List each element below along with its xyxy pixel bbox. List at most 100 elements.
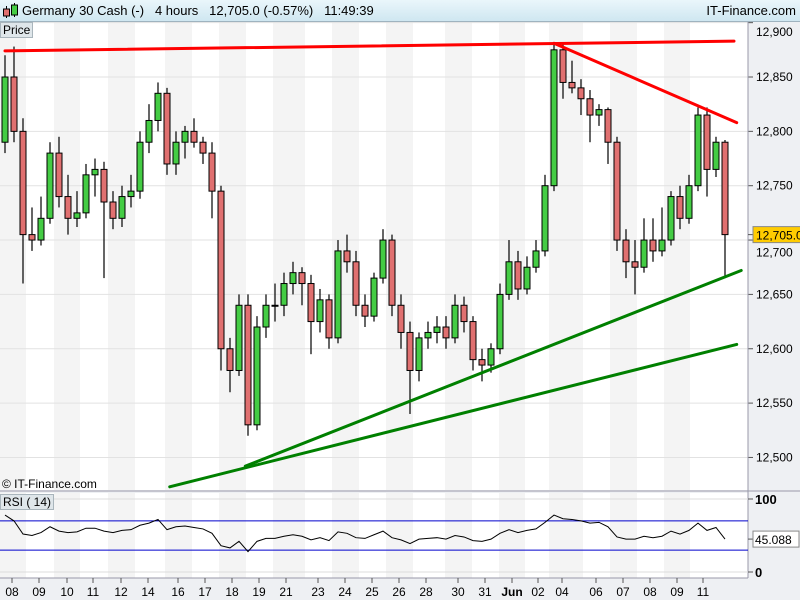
instrument-name: Germany 30 Cash (-)	[22, 3, 145, 18]
candle-body	[325, 299, 333, 339]
candle-body	[649, 239, 657, 252]
candle-body	[568, 81, 576, 89]
timeframe[interactable]: 4 hours	[154, 3, 199, 18]
candle	[568, 60, 576, 94]
y-tick-label: 12,700	[756, 246, 793, 260]
x-tick-label: 02	[531, 585, 545, 599]
candle-body	[208, 152, 216, 192]
support-trendline	[243, 268, 743, 468]
day-stripe	[108, 493, 135, 578]
candle-body	[550, 49, 558, 187]
candle-body	[658, 239, 666, 252]
candle	[289, 261, 297, 295]
candle-body	[586, 98, 594, 116]
x-tick-label: 08	[5, 585, 19, 599]
day-stripe	[610, 493, 637, 578]
candle-body	[190, 130, 198, 143]
candle-body	[343, 250, 351, 263]
x-tick-label: 24	[338, 585, 352, 599]
candle	[532, 240, 540, 273]
candle-body	[64, 196, 72, 219]
candle	[307, 274, 315, 355]
clock-time: 11:49:39	[324, 3, 374, 18]
x-tick-label: 10	[60, 585, 74, 599]
candle-body	[244, 304, 252, 426]
candle-body	[154, 92, 162, 121]
candle	[253, 316, 261, 431]
x-tick-label: 28	[419, 585, 433, 599]
candle	[550, 44, 558, 192]
candle-body	[118, 196, 126, 219]
y-tick-label: 12,750	[756, 179, 793, 193]
candle-body	[631, 261, 639, 268]
candle-body	[46, 152, 54, 219]
candle-body	[532, 250, 540, 268]
candle	[244, 294, 252, 436]
candle	[118, 185, 126, 228]
candle-body	[280, 283, 288, 306]
day-stripe	[108, 22, 135, 490]
candle-body	[721, 141, 729, 236]
x-tick-label: 04	[555, 585, 569, 599]
candle	[613, 136, 621, 251]
candle	[415, 332, 423, 382]
candle-body	[163, 92, 171, 165]
x-tick-label: 12	[114, 585, 128, 599]
candle	[586, 90, 594, 143]
candle	[703, 107, 711, 197]
rsi-tick-label: 100	[755, 492, 777, 507]
candle-body	[253, 326, 261, 426]
candle-body	[199, 141, 207, 154]
candle	[352, 250, 360, 317]
x-tick-label: 08	[643, 585, 657, 599]
day-stripe	[499, 22, 525, 490]
candle	[694, 107, 702, 192]
y-tick-label: 12,800	[756, 124, 793, 138]
candle	[685, 174, 693, 224]
candle-body	[712, 141, 720, 170]
x-tick-label: 19	[252, 585, 266, 599]
candle-body	[73, 212, 81, 219]
candle-body	[604, 109, 612, 143]
candle	[397, 294, 405, 349]
candle	[577, 79, 585, 116]
candle-body	[334, 250, 342, 339]
candle-body	[640, 239, 648, 268]
candle-body	[262, 304, 270, 328]
candle	[343, 234, 351, 273]
candle	[64, 174, 72, 235]
candle-body	[505, 261, 513, 295]
candle-body	[226, 348, 234, 371]
brand-name[interactable]: IT-Finance.com	[706, 3, 796, 18]
day-stripe	[386, 493, 413, 578]
candle	[37, 196, 45, 246]
candle-body	[136, 141, 144, 192]
candle	[109, 191, 117, 230]
candle-body	[19, 130, 27, 236]
candle-body	[289, 272, 297, 285]
candle	[514, 250, 522, 300]
candle-body	[469, 321, 477, 361]
day-stripe	[54, 493, 80, 578]
x-tick-label: 16	[171, 585, 185, 599]
candle	[127, 174, 135, 208]
copyright-text: © IT-Finance.com	[2, 477, 97, 491]
candle-body	[523, 266, 531, 290]
y-tick-label: 12,900	[756, 25, 793, 39]
candle-body	[145, 119, 153, 143]
rsi-line	[4, 514, 726, 553]
y-tick-label: 12,500	[756, 450, 793, 464]
candle-body	[433, 326, 441, 333]
candle	[145, 104, 153, 154]
candle-body	[10, 76, 18, 132]
rsi-pane-label: RSI ( 14)	[0, 494, 55, 510]
rsi-last-marker	[752, 530, 800, 548]
candle	[478, 348, 486, 382]
candle-body	[316, 299, 324, 323]
candle-body	[127, 190, 135, 198]
candle-body	[541, 185, 549, 252]
candle-body	[451, 304, 459, 339]
candle	[604, 107, 612, 164]
day-stripe	[219, 493, 246, 578]
